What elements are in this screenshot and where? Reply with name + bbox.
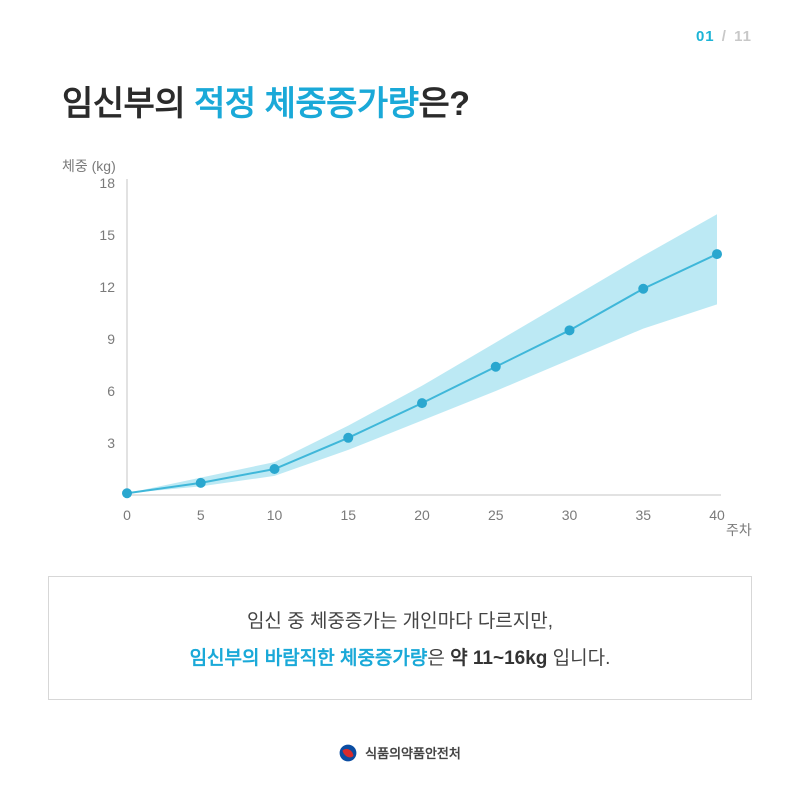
y-tick-label: 3 [87, 435, 115, 451]
x-tick-label: 5 [197, 507, 205, 523]
footer-org: 식품의약품안전처 [365, 743, 461, 762]
page-current: 01 [696, 28, 715, 45]
footer: 식품의약품안전처 [0, 743, 800, 762]
page-title: 임신부의 적정 체중증가량은? [62, 76, 470, 125]
summary-end: 입니다. [547, 648, 610, 669]
x-tick-label: 10 [267, 507, 283, 523]
title-suffix: 은? [418, 85, 469, 123]
x-tick-label: 25 [488, 507, 504, 523]
title-accent: 적정 체중증가량 [194, 85, 418, 123]
page-counter: 01 / 11 [696, 28, 752, 45]
title-prefix: 임신부의 [62, 85, 194, 123]
summary-line2: 임신부의 바람직한 체중증가량은 약 11~16kg 입니다. [190, 643, 611, 670]
x-tick-label: 20 [414, 507, 430, 523]
x-tick-label: 0 [123, 507, 131, 523]
summary-mid: 은 [427, 648, 450, 669]
summary-bold: 약 11~16kg [450, 648, 547, 669]
weight-gain-chart: 3 6 9 12 15 18 0 5 10 15 20 25 30 35 40 [62, 175, 727, 535]
x-tick-label: 40 [709, 507, 725, 523]
x-tick-label: 30 [562, 507, 578, 523]
y-tick-label: 15 [87, 227, 115, 243]
y-tick-label: 18 [87, 175, 115, 191]
y-tick-label: 9 [87, 331, 115, 347]
summary-accent: 임신부의 바람직한 체중증가량 [190, 648, 428, 669]
y-tick-label: 6 [87, 383, 115, 399]
x-tick-label: 35 [635, 507, 651, 523]
summary-box: 임신 중 체중증가는 개인마다 다르지만, 임신부의 바람직한 체중증가량은 약… [48, 576, 752, 700]
x-tick-label: 15 [340, 507, 356, 523]
page-total: 11 [734, 28, 752, 45]
y-axis-title: 체중 (kg) [62, 156, 116, 176]
page-separator: / [722, 28, 727, 45]
chart-svg [62, 175, 727, 535]
x-axis-title: 주차 [726, 520, 752, 540]
y-tick-label: 12 [87, 279, 115, 295]
mfds-logo-icon [339, 744, 357, 762]
summary-line1: 임신 중 체중증가는 개인마다 다르지만, [247, 606, 553, 633]
